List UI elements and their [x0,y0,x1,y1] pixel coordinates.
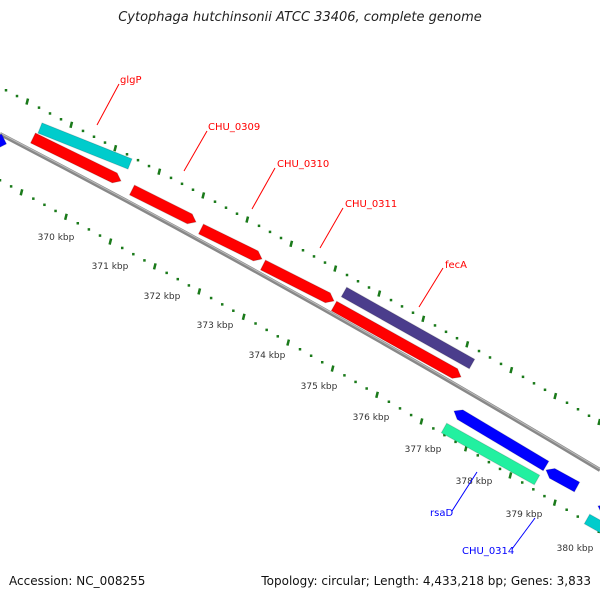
gene-CHU_0309 [128,184,197,225]
inner-tick-mark [152,263,157,270]
outer-tick-mark [245,216,250,223]
inner-tick-mark [241,313,246,321]
gene-label-CHU_0314: CHU_0314 [462,546,514,557]
outer-tick-mark [553,392,558,400]
outer-tick-mark [465,341,470,348]
gene-label-fecA: fecA [445,260,467,271]
map-title: Cytophaga hutchinsonii ATCC 33406, compl… [118,10,482,25]
kbp-label: 371 kbp [92,262,129,272]
label-leader-line [319,207,344,249]
label-leader-line [418,267,444,308]
gene-reverse [453,409,550,472]
label-leader-line [96,83,120,126]
label-leader-line [183,130,208,172]
outer-tick-mark [201,192,206,199]
inner-tick-mark [330,365,335,372]
inner-tick-mark [197,288,202,295]
inner-tick-mark [286,339,291,346]
gene-CHU_0311 [259,259,335,304]
outer-tick-mark [377,290,382,297]
outer-tick-mark [69,121,74,129]
inner-tick-mark [552,499,557,506]
inner-tick-mark [63,213,68,221]
outer-tick-mark [333,265,338,272]
inner-tick-mark [419,418,424,425]
kbp-label: 370 kbp [38,233,75,243]
backbone-line [0,132,600,472]
label-leader-line [251,167,276,210]
backbone-highlight [0,132,600,470]
outer-tick-mark [113,144,118,152]
gene-cyan [583,513,600,534]
kbp-label: 380 kbp [557,544,594,554]
kbp-label: 378 kbp [456,477,493,487]
gene-reverse [0,133,8,148]
outer-tick-mark [289,240,294,248]
topology-label: Topology: circular; Length: 4,433,218 bp… [261,574,591,588]
gene-label-CHU_0310: CHU_0310 [277,159,329,170]
label-leader-line [511,517,536,550]
inner-tick-mark [108,238,113,245]
gene-glgP [37,122,133,170]
kbp-label: 379 kbp [506,510,543,520]
gene-rsaD [440,422,541,486]
accession-label: Accession: NC_008255 [9,574,146,588]
kbp-label: 376 kbp [353,413,390,423]
gene-label-rsaD: rsaD [430,508,453,519]
gene-label-glgP: glgP [120,75,142,86]
outer-tick-mark [157,168,162,176]
gene-fecA [340,286,476,370]
gene-reverse [545,468,581,493]
outer-tick-mark [25,98,30,105]
kbp-label: 374 kbp [249,351,286,361]
inner-tick-mark [19,188,24,196]
gene-label-CHU_0311: CHU_0311 [345,199,397,210]
kbp-label: 373 kbp [197,321,234,331]
kbp-label: 372 kbp [144,292,181,302]
inner-tick-mark [375,391,379,399]
gene-forward [29,132,122,184]
label-leader-line [451,471,478,512]
inner-tick-mark [508,472,513,479]
gene-CHU_0310 [197,223,263,262]
gene-forward [330,300,462,379]
outer-tick-mark [509,366,514,374]
outer-tick-mark [421,315,426,323]
gene-label-CHU_0309: CHU_0309 [208,122,260,133]
kbp-label: 377 kbp [405,445,442,455]
kbp-label: 375 kbp [301,382,338,392]
